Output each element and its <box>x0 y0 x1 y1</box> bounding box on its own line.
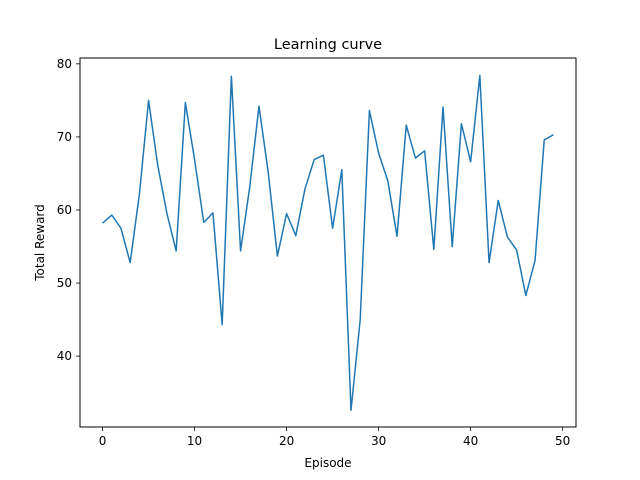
x-tick-label: 20 <box>279 434 294 448</box>
plot-area <box>80 58 576 427</box>
chart-title: Learning curve <box>274 37 382 53</box>
series-line <box>102 74 554 411</box>
y-tick-label: 50 <box>57 276 72 290</box>
y-tick-label: 40 <box>57 349 72 363</box>
x-tick-label: 50 <box>555 434 570 448</box>
y-tick-label: 70 <box>57 130 72 144</box>
series-layer <box>102 74 554 411</box>
y-tick-label: 60 <box>57 203 72 217</box>
y-axis-label: Total Reward <box>33 204 47 282</box>
x-tick-label: 30 <box>371 434 386 448</box>
x-tick-label: 40 <box>463 434 478 448</box>
x-tick-label: 0 <box>99 434 107 448</box>
x-axis-label: Episode <box>304 456 351 470</box>
y-tick-label: 80 <box>57 57 72 71</box>
plot-frame <box>79 57 577 428</box>
axes-layer: 0 10 20 30 40 50 40 50 60 70 80 <box>57 57 571 448</box>
x-tick-label: 10 <box>187 434 202 448</box>
